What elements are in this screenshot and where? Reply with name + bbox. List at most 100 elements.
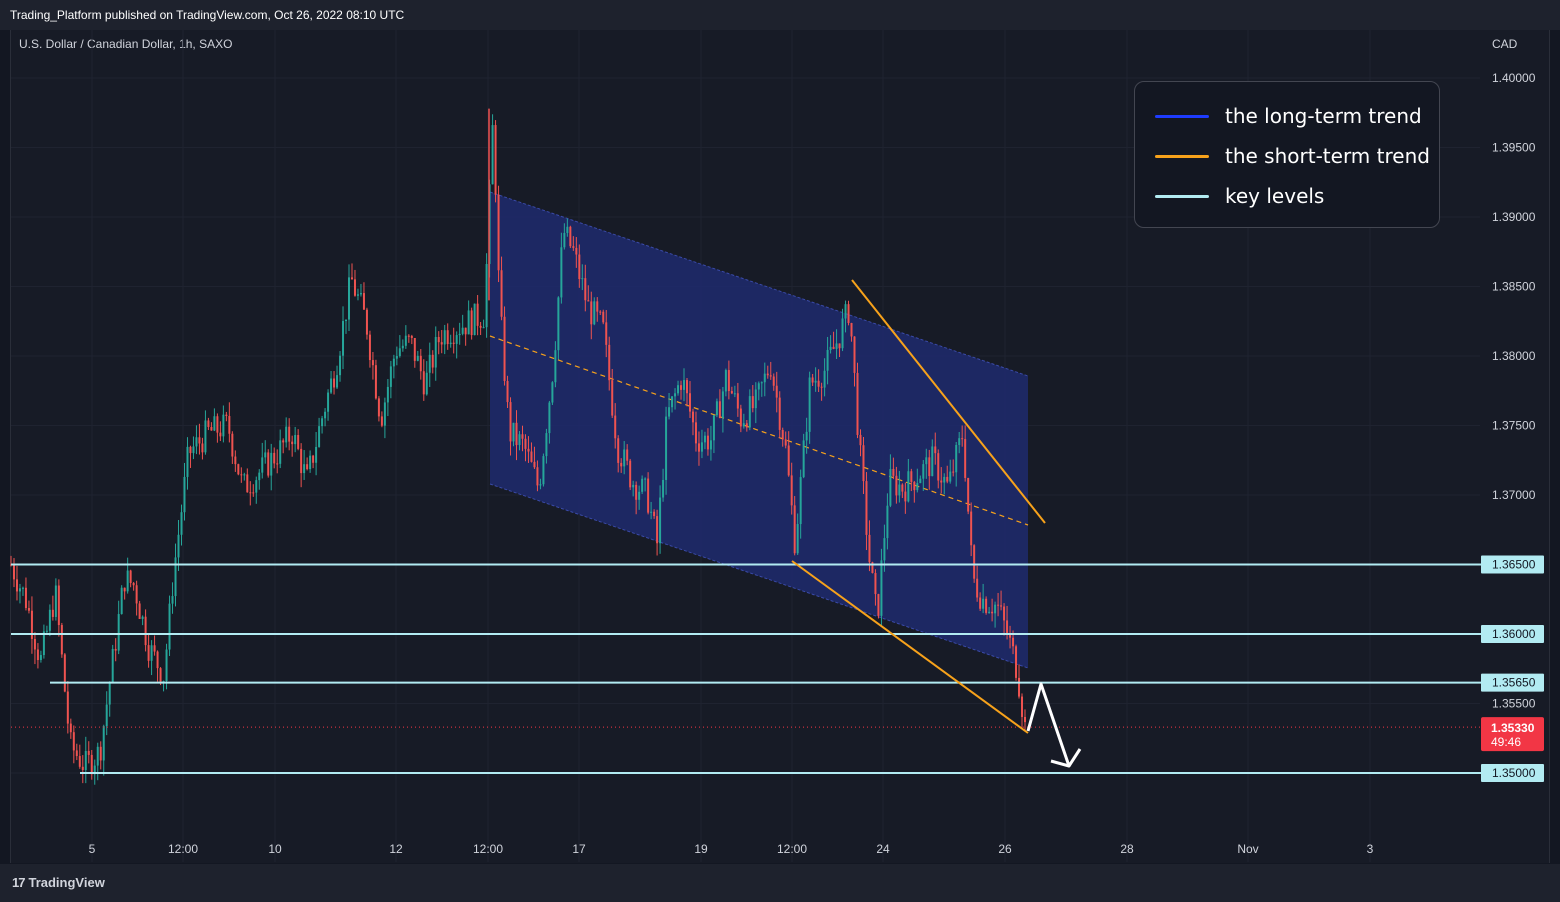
candle-body bbox=[368, 334, 371, 361]
candle-body bbox=[291, 441, 294, 445]
candle-body bbox=[700, 442, 703, 452]
long-term-channel[interactable] bbox=[490, 192, 1028, 668]
candle-body bbox=[306, 464, 309, 470]
candle-body bbox=[769, 375, 772, 377]
footer-bar bbox=[0, 864, 1560, 902]
candle-body bbox=[30, 610, 33, 639]
candle-body bbox=[730, 391, 733, 394]
legend-swatch-key-levels bbox=[1155, 194, 1209, 198]
candle-body bbox=[647, 478, 650, 513]
candle-body bbox=[539, 484, 542, 486]
candle-body bbox=[823, 370, 826, 388]
legend-box: the long-term trend the short-term trend… bbox=[1134, 81, 1440, 228]
candle-body bbox=[928, 457, 931, 477]
candle-body bbox=[228, 415, 231, 434]
candle-body bbox=[195, 437, 198, 447]
candle-body bbox=[629, 460, 632, 488]
candle-body bbox=[174, 557, 177, 597]
candle-body bbox=[808, 377, 811, 432]
candle-body bbox=[665, 416, 668, 480]
candle-body bbox=[240, 474, 243, 476]
candle-body bbox=[33, 638, 36, 650]
candle-body bbox=[961, 438, 964, 440]
candle-body bbox=[15, 579, 18, 592]
short-term-upper-trendline[interactable] bbox=[851, 279, 1046, 524]
candle-body bbox=[757, 383, 760, 390]
candle-body bbox=[186, 446, 189, 477]
candle-body bbox=[727, 370, 730, 392]
candle-body bbox=[904, 491, 907, 502]
candle-body bbox=[132, 582, 135, 586]
candle-body bbox=[584, 278, 587, 301]
candle-body bbox=[336, 375, 339, 388]
short-term-lower-trendline[interactable] bbox=[791, 560, 1029, 734]
candle-body bbox=[748, 396, 751, 428]
time-axis-tick-label: 12:00 bbox=[473, 842, 503, 856]
candle-body bbox=[778, 397, 781, 430]
candle-body bbox=[249, 492, 252, 494]
candle-body bbox=[297, 435, 300, 449]
projection-arrow[interactable] bbox=[1026, 682, 1071, 767]
tradingview-brand[interactable]: 17 TradingView bbox=[12, 875, 105, 890]
legend-swatch-short-term bbox=[1155, 154, 1209, 158]
candle-body bbox=[976, 578, 979, 598]
candle-body bbox=[99, 746, 102, 761]
candle-body bbox=[683, 380, 686, 390]
candle-body bbox=[39, 655, 42, 661]
symbol-title: U.S. Dollar / Canadian Dollar, 1h, SAXO bbox=[19, 37, 233, 51]
candle-body bbox=[943, 476, 946, 483]
candle-body bbox=[371, 360, 374, 366]
candle-body bbox=[907, 471, 910, 502]
candle-body bbox=[234, 456, 237, 465]
candle-body bbox=[54, 585, 57, 617]
candle-body bbox=[153, 645, 156, 652]
price-axis-tick-label: 1.40000 bbox=[1492, 71, 1536, 85]
candle-body bbox=[605, 322, 608, 345]
time-axis-tick-label: 17 bbox=[572, 842, 586, 856]
candle-body bbox=[799, 477, 802, 525]
candle-body bbox=[353, 279, 356, 296]
candle-body bbox=[117, 614, 120, 651]
candle-body bbox=[446, 330, 449, 345]
candle-body bbox=[144, 616, 147, 646]
legend-item-long-term: the long-term trend bbox=[1155, 104, 1422, 128]
candle-body bbox=[715, 401, 718, 416]
candle-body bbox=[895, 475, 898, 496]
candle-body bbox=[42, 631, 45, 656]
candle-body bbox=[850, 323, 853, 337]
candle-body bbox=[437, 336, 440, 343]
candle-body bbox=[120, 587, 123, 615]
candle-body bbox=[213, 416, 216, 431]
candle-body bbox=[949, 471, 952, 482]
candle-body bbox=[192, 446, 195, 454]
time-axis-tick-label: 12 bbox=[389, 842, 403, 856]
candle-body bbox=[18, 588, 21, 592]
candle-body bbox=[449, 342, 452, 345]
candle-body bbox=[688, 393, 691, 412]
candle-body bbox=[255, 480, 258, 493]
time-axis-tick-label: 5 bbox=[89, 842, 96, 856]
time-axis-tick-label: 24 bbox=[876, 842, 890, 856]
candle-body bbox=[994, 604, 997, 614]
candle-body bbox=[156, 651, 159, 669]
time-axis-tick-label: 10 bbox=[268, 842, 282, 856]
candle-body bbox=[168, 603, 171, 650]
candle-body bbox=[874, 573, 877, 595]
candle-body bbox=[464, 327, 467, 335]
candle-body bbox=[114, 648, 117, 651]
key-level-badge-label: 1.36500 bbox=[1492, 558, 1536, 572]
candle-body bbox=[339, 355, 342, 376]
candle-body bbox=[470, 310, 473, 336]
publish-bar bbox=[0, 0, 1560, 30]
candle-body bbox=[455, 335, 458, 344]
candle-body bbox=[787, 445, 790, 476]
candle-body bbox=[431, 354, 434, 368]
candle-body bbox=[258, 472, 261, 481]
candle-body bbox=[87, 750, 90, 755]
candle-body bbox=[865, 481, 868, 535]
candle-body bbox=[751, 396, 754, 409]
legend-label: key levels bbox=[1225, 184, 1325, 208]
candle-body bbox=[641, 478, 644, 492]
candle-body bbox=[677, 385, 680, 394]
